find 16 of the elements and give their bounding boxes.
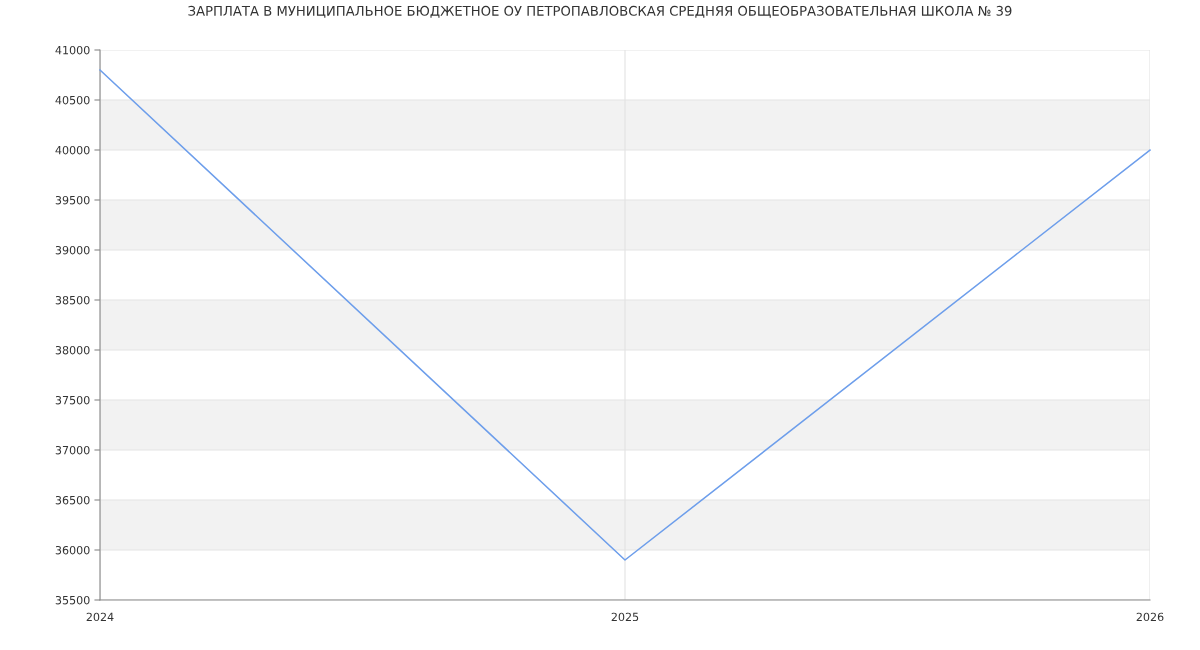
chart-title: ЗАРПЛАТА В МУНИЦИПАЛЬНОЕ БЮДЖЕТНОЕ ОУ ПЕТРОПАВЛОВСКАЯ СРЕДНЯЯ ОБЩЕОБРАЗОВАТЕЛЬНАЯ ШКОЛА № 39 [188, 5, 1012, 18]
x-tick-label: 2024 [86, 612, 114, 622]
x-tick-label: 2026 [1136, 612, 1164, 622]
y-tick-label: 35500 [55, 595, 90, 605]
y-tick-label: 39000 [55, 245, 90, 255]
y-tick-label: 40000 [55, 145, 90, 155]
y-tick-label: 38500 [55, 295, 90, 305]
y-tick-label: 36500 [55, 495, 90, 505]
y-tick-label: 41000 [55, 45, 90, 55]
x-tick-label: 2025 [611, 612, 639, 622]
y-tick-label: 36000 [55, 545, 90, 555]
y-tick-label: 39500 [55, 195, 90, 205]
y-tick-label: 40500 [55, 95, 90, 105]
y-tick-label: 38000 [55, 345, 90, 355]
y-tick-label: 37500 [55, 395, 90, 405]
y-tick-label: 37000 [55, 445, 90, 455]
